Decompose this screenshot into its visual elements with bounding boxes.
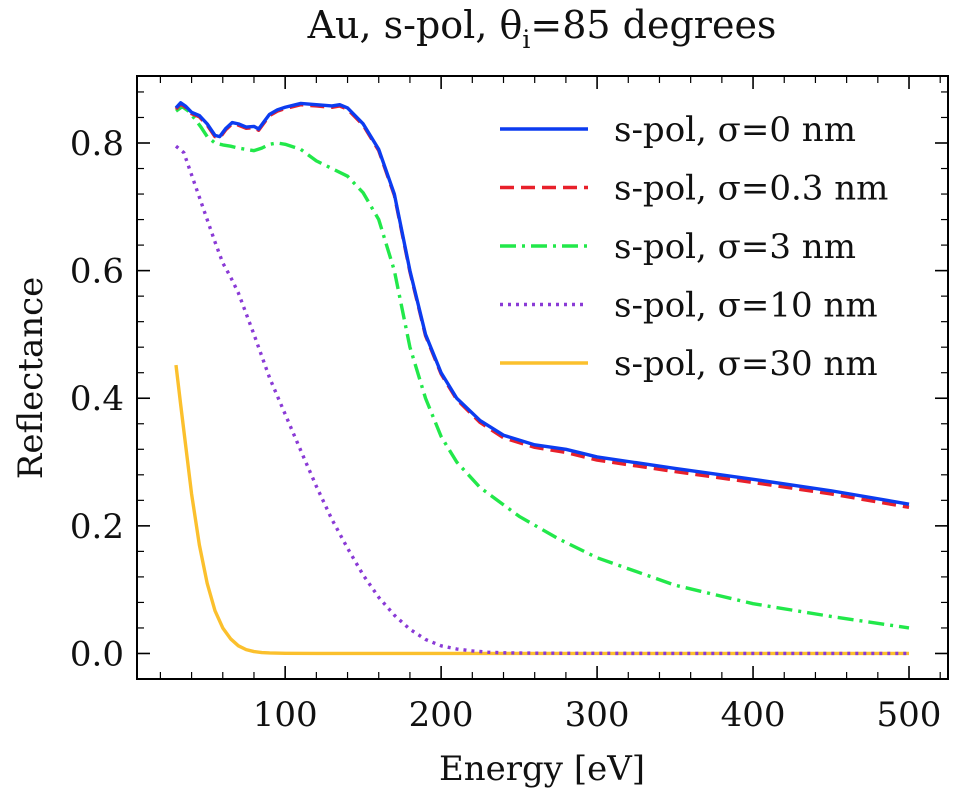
series-line-4 (174, 144, 910, 656)
series-line-1 (174, 101, 910, 506)
chart-title-main: Au, s-pol, θ (307, 3, 523, 47)
x-axis-label: Energy [eV] (439, 749, 645, 789)
x-tick-label: 100 (253, 695, 318, 735)
legend: s-pol, σ=0 nm s-pol, σ=0.3 nm s-pol, σ=3 n… (500, 110, 888, 384)
legend-label-5: s-pol, σ=30 nm (614, 344, 878, 384)
series-line-5 (174, 364, 910, 656)
plot-frame (136, 75, 949, 680)
y-tick-label: 0.0 (70, 634, 124, 674)
legend-label-4: s-pol, σ=10 nm (614, 286, 878, 326)
axes-ticks: 100 200 300 400 500 0.0 0.2 0.4 0.6 0.8 (70, 76, 948, 735)
series-line-3 (175, 104, 910, 630)
x-tick-label: 400 (721, 695, 786, 735)
y-tick-label: 0.2 (70, 507, 124, 547)
y-tick-label: 0.8 (70, 124, 124, 164)
chart-title-tail: =85 degrees (530, 3, 776, 47)
plot-area (174, 101, 910, 656)
x-tick-label: 300 (565, 695, 630, 735)
y-axis-label: Reflectance (11, 277, 51, 480)
chart-title: Au, s-pol, θi=85 degrees (307, 3, 777, 54)
legend-label-1: s-pol, σ=0 nm (614, 110, 856, 150)
chart-title-subscript: i (522, 25, 530, 54)
y-tick-label: 0.4 (70, 379, 124, 419)
y-tick-label: 0.6 (70, 252, 124, 292)
legend-label-3: s-pol, σ=3 nm (614, 227, 856, 267)
x-tick-label: 200 (409, 695, 474, 735)
x-tick-label: 500 (877, 695, 942, 735)
legend-label-2: s-pol, σ=0.3 nm (614, 169, 888, 209)
